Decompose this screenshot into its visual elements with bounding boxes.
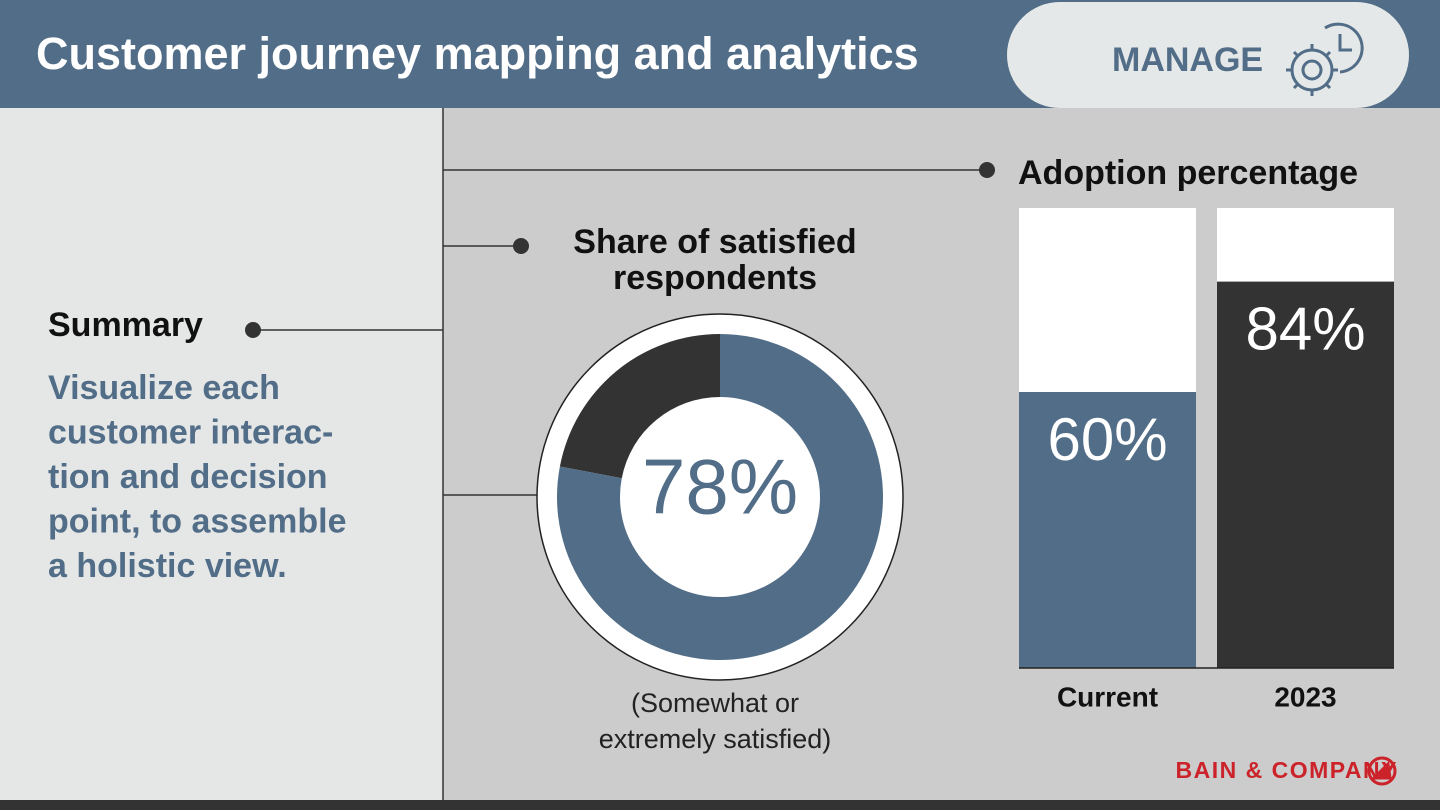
connector-dots xyxy=(245,162,995,338)
summary-line: customer interac- xyxy=(48,413,333,451)
bar-value-label: 84% xyxy=(1245,295,1365,362)
summary-line: a holistic view. xyxy=(48,547,287,585)
donut-title: Share of satisfied xyxy=(573,223,856,261)
x-tick-label: Current xyxy=(1057,681,1158,712)
x-tick-label: 2023 xyxy=(1274,681,1336,712)
bar xyxy=(1019,392,1196,668)
brand-logo xyxy=(1367,756,1397,786)
summary-line: point, to assemble xyxy=(48,502,347,540)
donut-value-label: 78% xyxy=(642,443,798,531)
summary-label: Summary xyxy=(48,306,203,344)
gear-icon xyxy=(1286,22,1364,96)
connectors xyxy=(253,108,987,800)
donut-title: respondents xyxy=(613,259,817,297)
bar-value-label: 60% xyxy=(1047,406,1167,473)
donut-note: extremely satisfied) xyxy=(599,724,832,754)
footer-bar xyxy=(0,800,1440,810)
header-title: Customer journey mapping and analytics xyxy=(36,28,919,79)
badge-pill xyxy=(1007,2,1409,108)
donut-segment xyxy=(557,334,883,660)
brand: BAIN & COMPANY xyxy=(1176,757,1398,783)
donut-note: (Somewhat or xyxy=(631,688,799,718)
donut-remainder xyxy=(559,334,720,479)
summary-line: Visualize each xyxy=(48,369,280,407)
bar xyxy=(1217,281,1394,668)
header-title-bg xyxy=(0,0,1084,108)
summary-line: tion and decision xyxy=(48,458,328,496)
badge-label: MANAGE xyxy=(1112,41,1263,79)
summary-panel xyxy=(0,108,443,800)
bar-chart-title: Adoption percentage xyxy=(1018,154,1358,192)
